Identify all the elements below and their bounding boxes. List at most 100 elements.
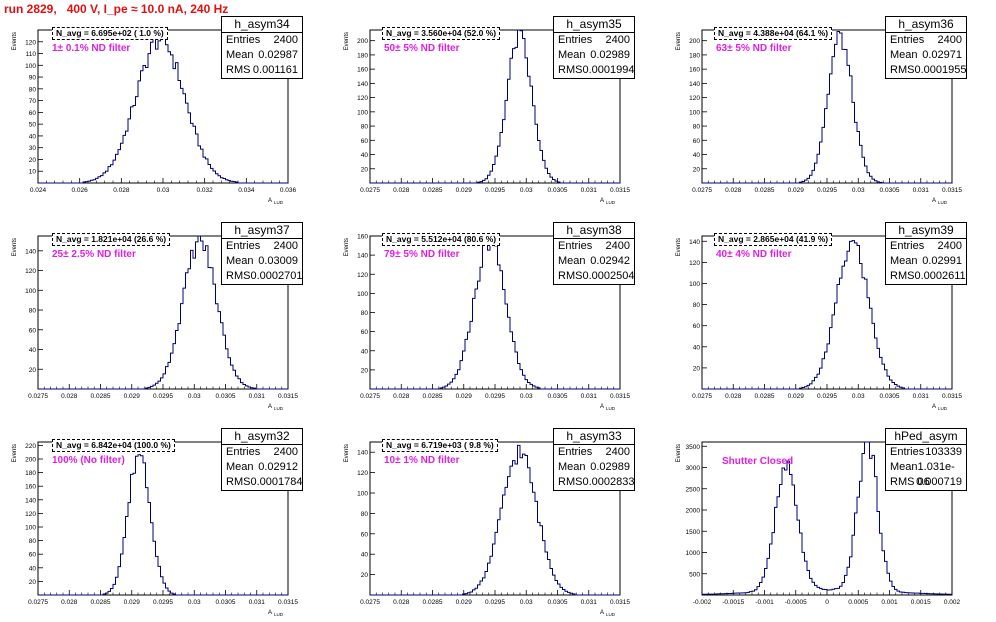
filter-annotation: 1± 0.1% ND filter: [52, 43, 131, 54]
x-axis-label: A: [932, 404, 936, 410]
x-tick-label: 0.0295: [485, 599, 505, 606]
histogram-name: hPed_asym: [886, 429, 966, 445]
x-tick-label: 0.0315: [610, 187, 630, 194]
x-tick-label: 0.0315: [942, 393, 962, 400]
x-tick-label: 0.031: [581, 187, 598, 194]
entries-row: Entries 103339: [886, 445, 966, 460]
rms-value: 0.000719: [916, 476, 962, 488]
x-tick-label: 0.0005: [848, 599, 868, 606]
y-tick-label: 60: [693, 323, 701, 330]
y-tick-label: 60: [361, 531, 369, 538]
entries-row: Entries 2400: [554, 445, 634, 460]
stats-box: h_asym34 Entries 2400 Mean 0.02987 RMS 0.00116…: [221, 16, 303, 79]
y-tick-label: 30: [29, 145, 37, 152]
x-tick-label: 0.0295: [817, 187, 837, 194]
x-tick-label: 0.028: [725, 393, 742, 400]
entries-value: 2400: [605, 240, 630, 252]
navg-label: N_avg = 3.560e+04 (52.0 %): [382, 27, 501, 40]
navg-label: N_avg = 6.719e+03 ( 9.8 %): [382, 439, 498, 452]
rms-row: RMS 0.001161: [222, 63, 302, 78]
filter-annotation: 40± 4% ND filter: [716, 249, 792, 260]
mean-value: 0.02971: [922, 49, 962, 61]
histogram-plot: 0.0275 0.028 0.0285 0.029 0.0295 0.03 0.0305 0.…: [12, 441, 298, 617]
x-tick-label: -0.001: [755, 599, 774, 606]
x-tick-label: 0.028: [61, 599, 78, 606]
x-tick-label: 0.029: [456, 187, 473, 194]
rms-label: RMS: [558, 476, 583, 488]
y-tick-label: 100: [357, 109, 368, 116]
entries-value: 2400: [273, 240, 298, 252]
x-tick-label: 0.028: [393, 393, 410, 400]
y-tick-label: 80: [693, 302, 701, 309]
mean-row: Mean 1.031e-06: [886, 460, 966, 488]
x-tick-label: 0.028: [61, 393, 78, 400]
entries-label: Entries: [890, 446, 925, 458]
y-tick-label: 70: [29, 98, 37, 105]
y-axis-label: Events: [676, 444, 682, 462]
x-tick-label: 0.031: [249, 393, 266, 400]
y-tick-label: 80: [29, 86, 37, 93]
histogram-name: h_asym32: [222, 429, 302, 445]
entries-row: Entries 2400: [222, 239, 302, 254]
histogram-name: h_asym39: [886, 223, 966, 239]
filter-annotation: 50± 5% ND filter: [384, 43, 460, 54]
x-tick-label: 0.03: [520, 599, 533, 606]
y-tick-label: 110: [26, 51, 37, 58]
y-tick-label: 1000: [686, 550, 701, 557]
y-tick-label: 60: [29, 327, 37, 334]
x-tick-label: 0.0295: [153, 393, 173, 400]
rms-value: 0.0002701: [250, 270, 303, 282]
x-tick-label: 0.024: [30, 187, 47, 194]
x-tick-label: 0.0285: [755, 393, 775, 400]
x-tick-label: 0.0275: [28, 599, 48, 606]
x-tick-label: 0.036: [280, 187, 297, 194]
x-tick-label: 0.0305: [880, 393, 900, 400]
y-tick-label: 20: [29, 579, 37, 586]
mean-value: 1.031e-06: [917, 461, 955, 488]
x-tick-label: 0.03: [852, 187, 865, 194]
x-tick-label: 0.032: [197, 187, 214, 194]
x-axis-sub: LUD: [938, 406, 948, 411]
y-tick-label: 40: [693, 152, 701, 159]
y-tick-label: 160: [25, 484, 36, 491]
y-tick-label: 40: [29, 347, 37, 354]
y-tick-label: 220: [25, 443, 36, 450]
filter-annotation: 100% (No filter): [52, 455, 125, 466]
x-tick-label: 0.0285: [755, 187, 775, 194]
y-tick-label: 80: [693, 124, 701, 131]
entries-label: Entries: [558, 240, 593, 252]
y-axis-label: Events: [12, 32, 18, 50]
y-tick-label: 120: [25, 268, 36, 275]
y-tick-label: 80: [29, 538, 37, 545]
x-tick-label: 0.0285: [423, 393, 443, 400]
rms-value: 0.0002833: [582, 476, 635, 488]
mean-label: Mean: [890, 255, 918, 267]
x-tick-label: 0.0285: [91, 393, 111, 400]
entries-row: Entries 2400: [222, 445, 302, 460]
y-tick-label: 140: [689, 239, 700, 246]
histogram-line: [370, 29, 620, 184]
x-tick-label: 0.03: [520, 187, 533, 194]
rms-row: RMS 0.0002504: [554, 269, 634, 284]
y-tick-label: 3500: [686, 444, 701, 451]
y-tick-label: 120: [689, 260, 700, 267]
x-tick-label: 0.031: [913, 187, 930, 194]
x-tick-label: 0.028: [393, 187, 410, 194]
y-tick-label: 120: [357, 272, 368, 279]
mean-label: Mean: [558, 255, 586, 267]
entries-row: Entries 2400: [886, 239, 966, 254]
x-tick-label: 0.0295: [485, 187, 505, 194]
stats-box: h_asym39 Entries 2400 Mean 0.02991 RMS 0.00026…: [885, 222, 967, 285]
x-tick-label: 0.029: [788, 187, 805, 194]
x-axis-label: A: [600, 404, 604, 410]
y-tick-label: 120: [357, 95, 368, 102]
y-tick-label: 100: [689, 281, 700, 288]
y-tick-label: 80: [361, 124, 369, 131]
x-axis-label: A: [268, 610, 272, 616]
x-tick-label: 0.0305: [548, 393, 568, 400]
x-tick-label: 0.031: [581, 599, 598, 606]
rms-value: 0.0002611: [914, 270, 966, 282]
y-tick-label: 500: [689, 571, 700, 578]
y-tick-label: 140: [689, 81, 700, 88]
entries-row: Entries 2400: [554, 33, 634, 48]
